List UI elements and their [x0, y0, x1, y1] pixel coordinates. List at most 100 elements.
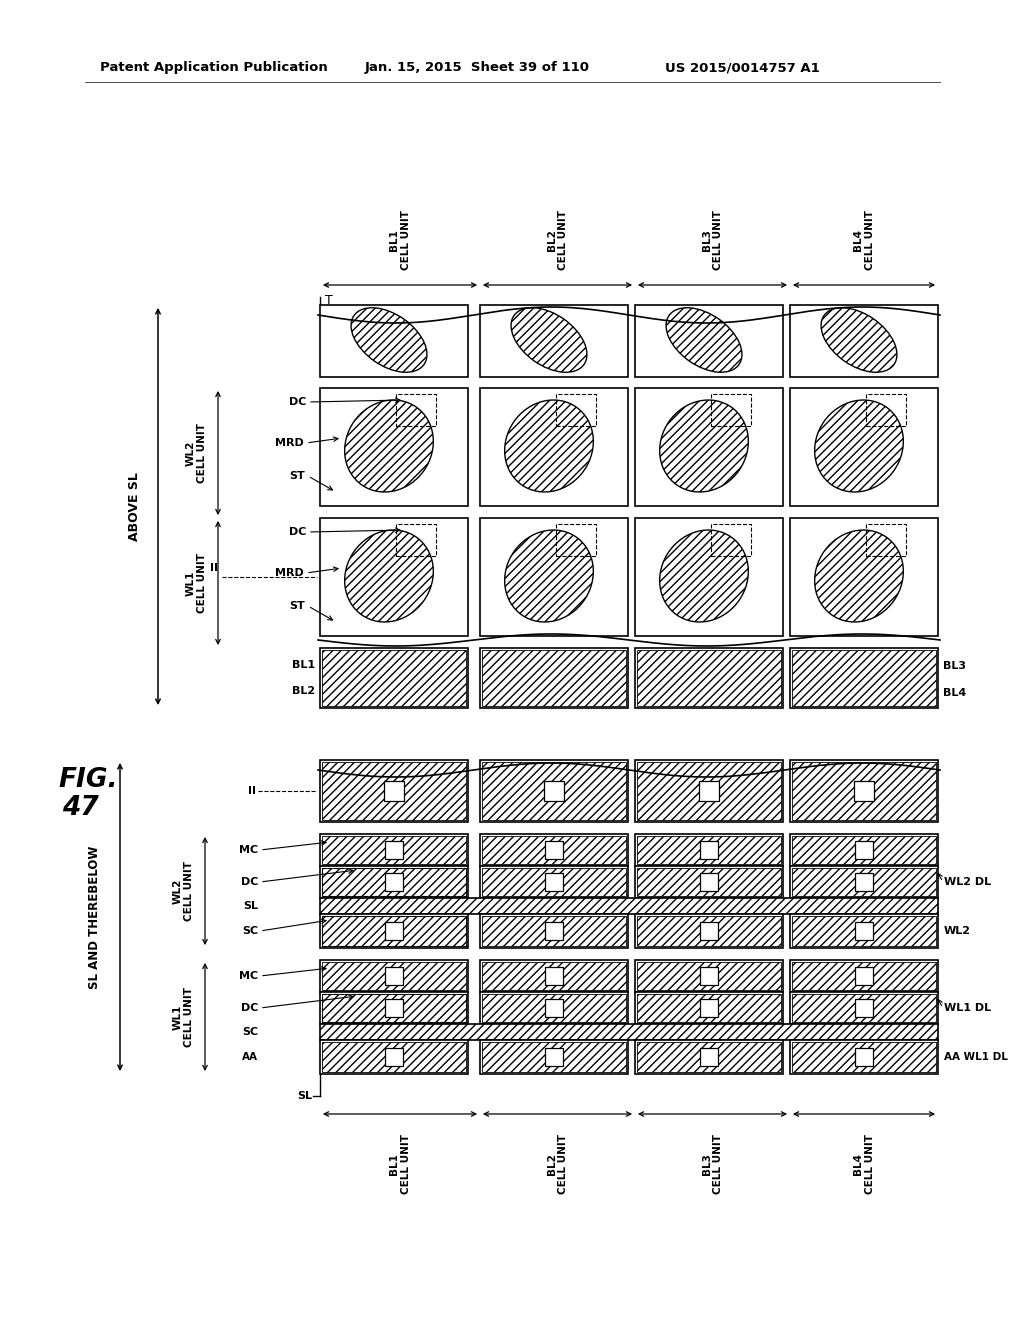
Text: DC: DC: [241, 1003, 258, 1012]
Bar: [637, 1041, 781, 1072]
Bar: [792, 869, 936, 896]
Text: MC: MC: [239, 845, 258, 855]
Ellipse shape: [666, 308, 742, 372]
Text: BL1: BL1: [292, 660, 315, 669]
Text: BL4: BL4: [943, 688, 967, 698]
Text: II: II: [248, 785, 256, 796]
Bar: [790, 517, 938, 636]
Bar: [866, 393, 906, 426]
Ellipse shape: [815, 400, 903, 492]
Bar: [482, 762, 626, 820]
Bar: [637, 962, 781, 990]
Bar: [635, 388, 783, 506]
Text: II: II: [210, 564, 218, 573]
Text: WL1 DL: WL1 DL: [944, 1003, 991, 1012]
Text: MRD: MRD: [275, 438, 304, 447]
Bar: [635, 866, 783, 898]
Bar: [700, 841, 718, 859]
Bar: [482, 1041, 626, 1072]
Bar: [319, 834, 468, 866]
Text: DC: DC: [241, 876, 258, 887]
Bar: [319, 993, 468, 1024]
Text: BL3
CELL UNIT: BL3 CELL UNIT: [701, 1134, 723, 1195]
Text: AA: AA: [242, 1052, 258, 1063]
Bar: [635, 993, 783, 1024]
Text: AA WL1 DL: AA WL1 DL: [944, 1052, 1008, 1063]
Text: WL2: WL2: [944, 927, 971, 936]
Bar: [635, 834, 783, 866]
Bar: [790, 993, 938, 1024]
Text: 47: 47: [62, 795, 98, 821]
Bar: [396, 393, 436, 426]
Bar: [480, 760, 628, 822]
Bar: [866, 524, 906, 556]
Text: SL AND THEREBELOW: SL AND THEREBELOW: [88, 845, 101, 989]
Bar: [319, 960, 468, 993]
Bar: [319, 648, 468, 708]
Bar: [482, 836, 626, 865]
Bar: [635, 305, 783, 378]
Text: WL2 DL: WL2 DL: [944, 876, 991, 887]
Bar: [556, 393, 596, 426]
Text: BL3
CELL UNIT: BL3 CELL UNIT: [701, 210, 723, 271]
Ellipse shape: [659, 531, 749, 622]
Ellipse shape: [505, 531, 593, 622]
Bar: [545, 873, 563, 891]
Text: BL4
CELL UNIT: BL4 CELL UNIT: [853, 1134, 874, 1195]
Bar: [792, 1041, 936, 1072]
Text: BL2
CELL UNIT: BL2 CELL UNIT: [547, 210, 568, 271]
Text: WL1
CELL UNIT: WL1 CELL UNIT: [172, 987, 194, 1047]
Bar: [319, 913, 468, 948]
Bar: [855, 1048, 873, 1067]
Bar: [790, 760, 938, 822]
Bar: [322, 916, 466, 946]
Bar: [790, 960, 938, 993]
Bar: [792, 649, 936, 706]
Bar: [396, 524, 436, 556]
Bar: [792, 916, 936, 946]
Text: BL1
CELL UNIT: BL1 CELL UNIT: [389, 210, 411, 271]
Bar: [480, 913, 628, 948]
Bar: [545, 1048, 563, 1067]
Bar: [480, 648, 628, 708]
Bar: [790, 388, 938, 506]
Bar: [556, 524, 596, 556]
Bar: [637, 869, 781, 896]
Bar: [792, 762, 936, 820]
Bar: [482, 962, 626, 990]
Bar: [700, 873, 718, 891]
Text: MRD: MRD: [275, 568, 304, 578]
Ellipse shape: [821, 308, 897, 372]
Bar: [319, 1024, 938, 1040]
Text: ABOVE SL: ABOVE SL: [128, 473, 141, 541]
Text: BL4
CELL UNIT: BL4 CELL UNIT: [853, 210, 874, 271]
Bar: [792, 994, 936, 1022]
Bar: [790, 648, 938, 708]
Bar: [319, 898, 938, 913]
Bar: [790, 1040, 938, 1074]
Text: BL2: BL2: [292, 686, 315, 696]
Text: WL1
CELL UNIT: WL1 CELL UNIT: [185, 553, 207, 612]
Bar: [322, 916, 466, 946]
Text: WL2
CELL UNIT: WL2 CELL UNIT: [185, 422, 207, 483]
Bar: [322, 762, 466, 820]
Bar: [855, 873, 873, 891]
Text: SC: SC: [242, 1027, 258, 1038]
Bar: [700, 968, 718, 985]
Bar: [711, 393, 751, 426]
Bar: [855, 968, 873, 985]
Bar: [322, 994, 466, 1022]
Bar: [792, 962, 936, 990]
Bar: [319, 517, 468, 636]
Bar: [319, 1040, 468, 1074]
Bar: [545, 921, 563, 940]
Bar: [637, 994, 781, 1022]
Bar: [322, 994, 466, 1022]
Bar: [700, 1048, 718, 1067]
Text: SC: SC: [242, 927, 258, 936]
Bar: [711, 524, 751, 556]
Bar: [637, 836, 781, 865]
Text: SL: SL: [243, 902, 258, 911]
Text: DC: DC: [289, 397, 306, 407]
Bar: [385, 873, 403, 891]
